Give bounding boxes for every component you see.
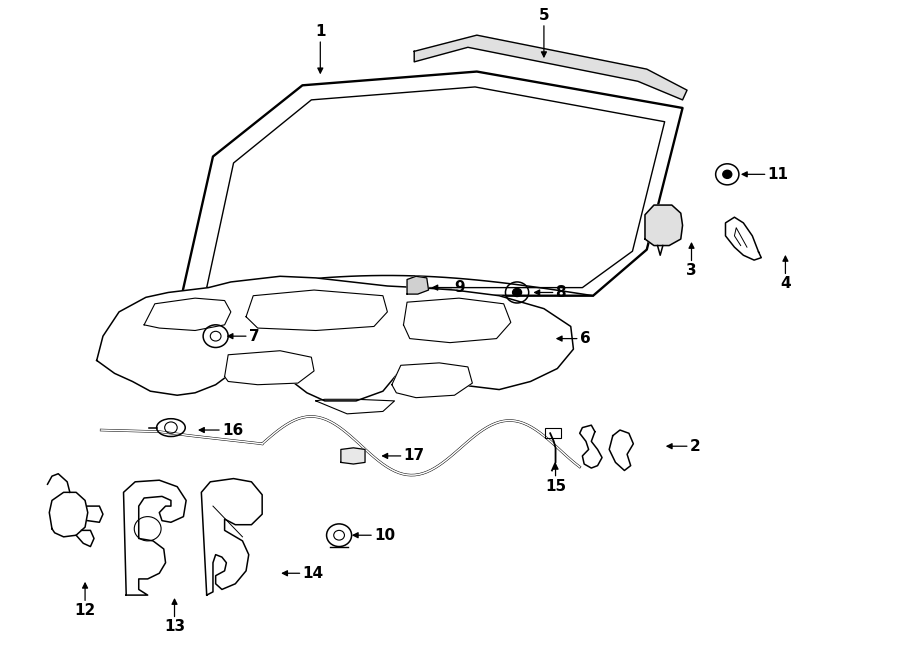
Text: 7: 7: [248, 329, 259, 344]
Text: 1: 1: [315, 24, 326, 39]
Polygon shape: [341, 448, 365, 464]
Polygon shape: [225, 351, 314, 385]
Polygon shape: [182, 71, 682, 295]
Text: 3: 3: [686, 263, 697, 278]
Text: 15: 15: [545, 479, 566, 494]
Polygon shape: [645, 205, 682, 245]
Polygon shape: [414, 35, 687, 100]
Polygon shape: [407, 276, 428, 294]
Text: 17: 17: [403, 448, 425, 463]
Text: 11: 11: [768, 167, 788, 182]
Text: 13: 13: [164, 619, 185, 635]
Polygon shape: [96, 276, 573, 401]
Text: 2: 2: [689, 439, 700, 453]
Text: 6: 6: [580, 331, 590, 346]
Text: 14: 14: [302, 566, 323, 581]
Text: 4: 4: [780, 276, 791, 292]
Text: 12: 12: [75, 603, 95, 618]
Circle shape: [513, 288, 522, 297]
Polygon shape: [403, 298, 511, 342]
Text: 9: 9: [454, 280, 465, 295]
Polygon shape: [392, 363, 472, 398]
Text: 16: 16: [222, 422, 243, 438]
Text: 5: 5: [538, 8, 549, 23]
Polygon shape: [246, 290, 387, 330]
Polygon shape: [144, 298, 231, 330]
Circle shape: [723, 171, 732, 178]
Text: 10: 10: [374, 527, 395, 543]
Text: 8: 8: [555, 285, 566, 300]
